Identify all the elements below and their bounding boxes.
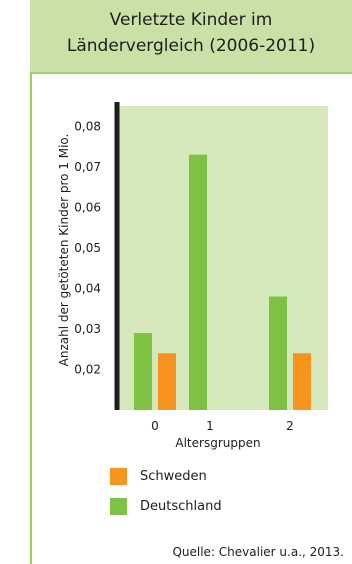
- bar-deutschland-0: [134, 332, 152, 410]
- legend-swatch-schweden: [110, 468, 127, 485]
- y-tick-label: 0,02: [74, 362, 101, 376]
- legend-label-schweden: Schweden: [140, 469, 207, 484]
- bar-deutschland-2: [269, 296, 287, 410]
- chart-title-line-1: Verletzte Kinder im: [109, 10, 273, 30]
- bar-schweden-0: [158, 353, 176, 410]
- y-tick-label: 0,05: [74, 241, 101, 255]
- chart-title-box: Verletzte Kinder im Ländervergleich (200…: [30, 0, 352, 74]
- plot-area: [117, 106, 328, 410]
- y-tick-label: 0,07: [74, 160, 101, 174]
- x-tick-labels: 0 1 2: [151, 419, 294, 433]
- x-tick-label: 0: [151, 419, 159, 433]
- y-tick-label: 0,04: [74, 281, 101, 295]
- chart-title-line-2: Ländervergleich (2006-2011): [66, 36, 316, 56]
- x-axis-label: Altersgruppen: [175, 436, 260, 450]
- legend-label-deutschland: Deutschland: [140, 499, 222, 514]
- y-tick-label: 0,06: [74, 200, 101, 214]
- bars-group: [134, 154, 311, 410]
- source-note: Quelle: Chevalier u.a., 2013.: [172, 545, 344, 559]
- x-tick-label: 1: [206, 419, 214, 433]
- y-tick-label: 0,08: [74, 119, 101, 133]
- x-tick-label: 2: [286, 419, 294, 433]
- legend-swatch-deutschland: [110, 498, 127, 515]
- bar-deutschland-1: [189, 154, 207, 410]
- y-tick-label: 0,03: [74, 322, 101, 336]
- y-axis-label: Anzahl der getöteten Kinder pro 1 Mio.: [57, 134, 71, 367]
- frame-left-border: [30, 0, 32, 564]
- bar-schweden-2: [293, 353, 311, 410]
- y-tick-labels: 0,02 0,03 0,04 0,05 0,06 0,07 0,08: [74, 119, 101, 376]
